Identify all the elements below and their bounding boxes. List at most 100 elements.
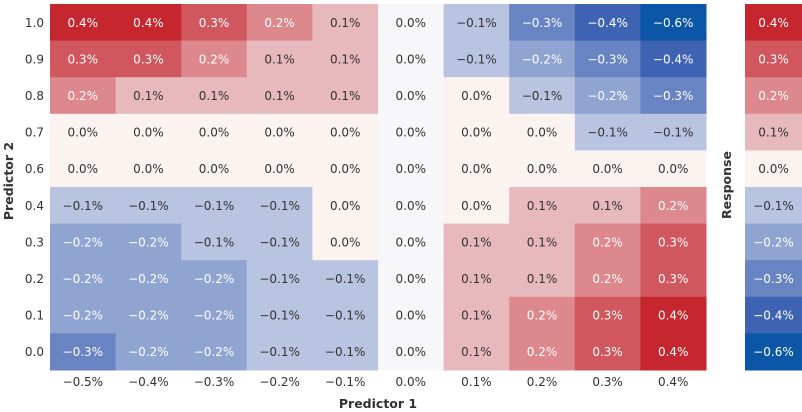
heatmap-cell-label: −0.1% bbox=[259, 272, 300, 286]
heatmap-cell bbox=[574, 223, 641, 261]
legend-label: 0.0% bbox=[758, 162, 789, 176]
heatmap-cell bbox=[50, 296, 117, 334]
heatmap-cell-label: −0.1% bbox=[325, 345, 366, 359]
heatmap-cell-label: 0.3% bbox=[68, 52, 99, 66]
heatmap-cell bbox=[312, 260, 379, 298]
heatmap-cell-label: 0.4% bbox=[658, 345, 689, 359]
heatmap-cell bbox=[574, 333, 641, 371]
heatmap-cell bbox=[115, 260, 182, 298]
heatmap-cell bbox=[115, 150, 182, 188]
heatmap-cell bbox=[312, 40, 379, 78]
heatmap-cell-label: −0.1% bbox=[325, 309, 366, 323]
heatmap-cell-label: −0.3% bbox=[587, 52, 628, 66]
legend-swatch bbox=[745, 4, 802, 42]
heatmap-cell-label: 0.0% bbox=[461, 162, 492, 176]
heatmap-cell-label: 0.1% bbox=[133, 89, 164, 103]
heatmap-cell-label: 0.0% bbox=[396, 272, 427, 286]
heatmap-cell bbox=[115, 113, 182, 151]
heatmap-cell bbox=[378, 333, 445, 371]
x-axis-ticks: −0.5% −0.4% −0.3% −0.2% −0.1% 0.0% 0.1% 0.2% 0.3… bbox=[63, 375, 689, 389]
heatmap-cell bbox=[509, 333, 576, 371]
legend-swatch bbox=[745, 223, 802, 261]
y-tick-label: 0.6 bbox=[25, 162, 44, 176]
heatmap-cell-label: 0.1% bbox=[527, 235, 558, 249]
heatmap-cell bbox=[115, 40, 182, 78]
heatmap-cell-label: 0.4% bbox=[68, 16, 99, 30]
heatmap-cell bbox=[640, 150, 707, 188]
heatmap-cell bbox=[509, 260, 576, 298]
heatmap-cell bbox=[246, 223, 313, 261]
heatmap-cell bbox=[378, 223, 445, 261]
heatmap-cell-label: 0.0% bbox=[527, 126, 558, 140]
heatmap-cell bbox=[312, 333, 379, 371]
heatmap-cell bbox=[443, 77, 510, 115]
heatmap-cell-label: 0.0% bbox=[133, 162, 164, 176]
legend-label: −0.3% bbox=[753, 272, 794, 286]
heatmap-cell bbox=[378, 187, 445, 225]
heatmap-cell bbox=[509, 77, 576, 115]
heatmap-cell-label: 0.0% bbox=[592, 162, 623, 176]
heatmap-cell-label: −0.4% bbox=[653, 52, 694, 66]
heatmap-cell-label: 0.0% bbox=[396, 235, 427, 249]
heatmap-cell-label: 0.0% bbox=[199, 126, 230, 140]
heatmap-cell bbox=[181, 187, 248, 225]
heatmap-cell-label: 0.2% bbox=[592, 235, 623, 249]
heatmap-cell-label: 0.2% bbox=[527, 345, 558, 359]
heatmap-cell-label: 0.2% bbox=[592, 272, 623, 286]
heatmap-cell-label: −0.1% bbox=[325, 272, 366, 286]
heatmap-cell-label: 0.0% bbox=[527, 162, 558, 176]
heatmap-cell bbox=[115, 77, 182, 115]
heatmap-cell-label: 0.1% bbox=[461, 235, 492, 249]
x-tick-label: −0.2% bbox=[259, 375, 300, 389]
heatmap-cell-label: −0.2% bbox=[194, 272, 235, 286]
heatmap-cell bbox=[181, 4, 248, 42]
heatmap-cell-label: 0.1% bbox=[199, 89, 230, 103]
heatmap-cell bbox=[181, 150, 248, 188]
heatmap-cell bbox=[509, 150, 576, 188]
x-tick-label: 0.0% bbox=[396, 375, 427, 389]
y-tick-label: 0.8 bbox=[25, 89, 44, 103]
heatmap-cell-label: 0.0% bbox=[199, 162, 230, 176]
heatmap-cell bbox=[246, 4, 313, 42]
heatmap-cell bbox=[378, 40, 445, 78]
heatmap-cell bbox=[181, 260, 248, 298]
heatmap-cell bbox=[378, 150, 445, 188]
legend-swatch bbox=[745, 77, 802, 115]
heatmap-cell-label: −0.6% bbox=[653, 16, 694, 30]
legend-label: −0.6% bbox=[753, 345, 794, 359]
heatmap-cell-label: −0.2% bbox=[194, 309, 235, 323]
heatmap-cell bbox=[640, 260, 707, 298]
heatmap-cell-label: 0.0% bbox=[396, 199, 427, 213]
legend-label: 0.3% bbox=[758, 52, 789, 66]
heatmap-cell-label: 0.0% bbox=[658, 162, 689, 176]
heatmap-cell-label: 0.0% bbox=[396, 89, 427, 103]
heatmap-cell bbox=[246, 150, 313, 188]
heatmap-cell bbox=[640, 40, 707, 78]
heatmap-cell bbox=[640, 333, 707, 371]
legend-title: Response bbox=[719, 151, 734, 219]
heatmap-cell-label: 0.1% bbox=[264, 89, 295, 103]
heatmap-cell bbox=[312, 187, 379, 225]
heatmap-cell-label: −0.1% bbox=[259, 345, 300, 359]
heatmap-cell bbox=[509, 113, 576, 151]
heatmap-cell bbox=[640, 187, 707, 225]
heatmap-cell-label: 0.2% bbox=[68, 89, 99, 103]
heatmap-cell bbox=[115, 333, 182, 371]
heatmap-cell bbox=[181, 296, 248, 334]
heatmap-cell bbox=[312, 4, 379, 42]
heatmap-cell bbox=[443, 40, 510, 78]
heatmap-cell-label: −0.2% bbox=[63, 272, 104, 286]
heatmap-cell bbox=[50, 260, 117, 298]
heatmap-cell-label: 0.0% bbox=[68, 126, 99, 140]
heatmap-cell bbox=[509, 187, 576, 225]
heatmap-cell-label: −0.1% bbox=[653, 126, 694, 140]
heatmap-cell bbox=[50, 77, 117, 115]
heatmap-cell bbox=[640, 223, 707, 261]
heatmap-cell bbox=[115, 4, 182, 42]
x-tick-label: −0.5% bbox=[63, 375, 104, 389]
heatmap-cell bbox=[312, 296, 379, 334]
heatmap-cell-label: −0.3% bbox=[653, 89, 694, 103]
heatmap-cell bbox=[50, 187, 117, 225]
heatmap-cell-label: −0.1% bbox=[456, 52, 497, 66]
heatmap-cell-label: −0.1% bbox=[259, 235, 300, 249]
